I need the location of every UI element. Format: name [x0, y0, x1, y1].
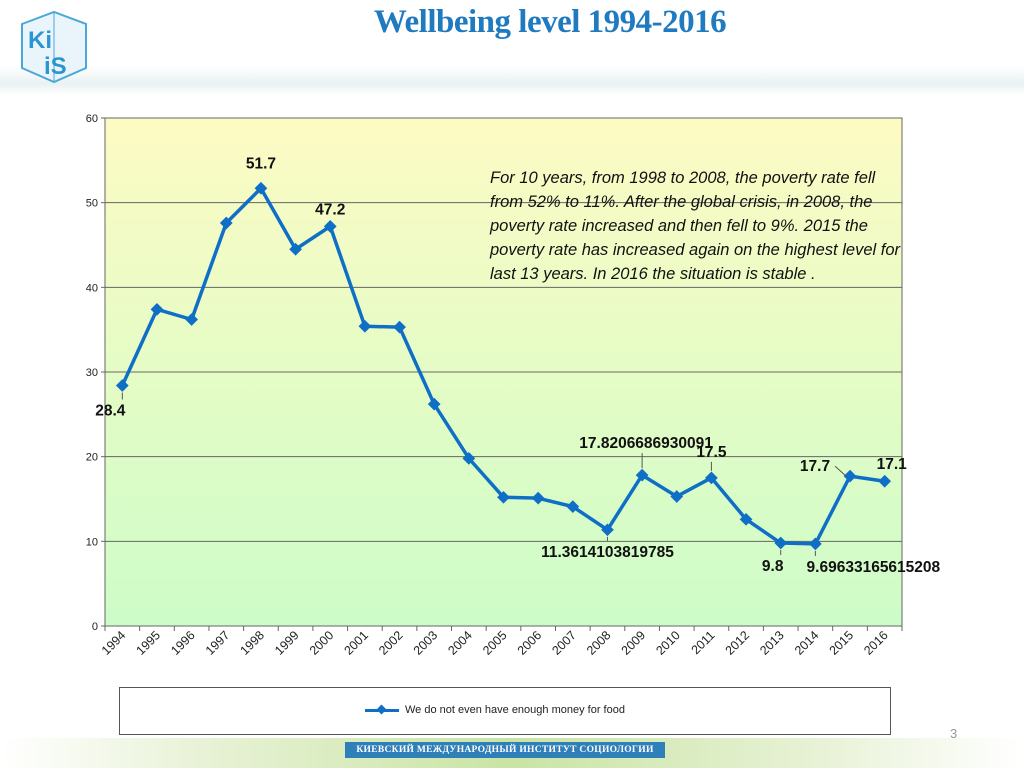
y-tick-label: 10: [86, 536, 98, 548]
data-point: [219, 216, 233, 230]
data-label: 47.2: [315, 201, 345, 218]
svg-text:iS: iS: [44, 53, 67, 80]
data-point: [185, 313, 198, 326]
y-tick-label: 20: [86, 452, 98, 464]
data-label: 17.7: [800, 458, 830, 475]
y-tick-label: 30: [86, 367, 98, 379]
x-tick-label: 2014: [792, 628, 822, 658]
x-tick-label: 2012: [723, 628, 753, 658]
x-tick-label: 2000: [307, 628, 337, 658]
kiis-logo: Ki iS: [21, 10, 87, 84]
x-tick-label: 1995: [134, 628, 164, 658]
x-tick-label: 2008: [584, 628, 614, 658]
data-label: 17.1: [877, 456, 908, 473]
data-point: [115, 379, 129, 392]
x-tick-label: 1994: [99, 628, 129, 658]
page-title: Wellbeing level 1994-2016: [373, 4, 727, 40]
page-number: 3: [950, 726, 958, 741]
legend: We do not even have enough money for foo…: [119, 687, 891, 735]
x-tick-label: 1996: [168, 628, 198, 658]
x-tick-label: 2010: [653, 628, 683, 658]
data-point: [150, 302, 164, 316]
y-tick-label: 0: [92, 621, 98, 633]
data-label: 17.5: [696, 444, 727, 461]
x-tick-label: 2003: [411, 628, 441, 658]
data-point: [497, 490, 510, 504]
x-tick-label: 2007: [549, 628, 579, 658]
data-point: [427, 397, 441, 411]
data-label: 28.4: [95, 403, 126, 420]
data-label: 9.8: [762, 558, 784, 575]
x-tick-label: 1999: [272, 628, 302, 658]
data-point: [393, 320, 406, 334]
x-tick-label: 2013: [757, 628, 787, 658]
y-tick-label: 60: [86, 113, 98, 125]
data-point: [254, 181, 268, 195]
x-tick-label: 2011: [689, 628, 718, 657]
data-label: 17.8206686930091: [579, 435, 713, 452]
x-tick-label: 2006: [515, 628, 545, 658]
data-label: 51.7: [246, 155, 276, 172]
data-label: 9.69633165615208: [807, 559, 941, 576]
x-tick-label: 2015: [827, 628, 857, 658]
header-band: [0, 0, 1024, 95]
x-tick-label: 1997: [203, 628, 233, 658]
x-tick-label: 2001: [341, 628, 371, 658]
data-point: [462, 451, 476, 465]
y-tick-label: 40: [86, 282, 98, 294]
legend-swatch: [365, 704, 399, 716]
x-tick-label: 2004: [445, 628, 475, 658]
data-point: [358, 319, 372, 333]
y-tick-label: 50: [86, 198, 98, 210]
data-point: [323, 220, 337, 233]
x-tick-label: 2009: [619, 628, 649, 658]
leader-line: [834, 465, 847, 477]
x-tick-label: 1998: [237, 628, 267, 658]
footer-institute-name: КИЕВСКИЙ МЕЖДУНАРОДНЫЙ ИНСТИТУТ СОЦИОЛОГ…: [345, 742, 665, 758]
svg-text:Ki: Ki: [28, 27, 52, 54]
annotation-text: For 10 years, from 1998 to 2008, the pov…: [490, 169, 901, 283]
legend-label: We do not even have enough money for foo…: [405, 704, 625, 716]
x-tick-label: 2016: [861, 628, 891, 658]
x-tick-label: 2005: [480, 628, 510, 658]
data-point: [289, 242, 302, 256]
x-tick-label: 2002: [376, 628, 406, 658]
data-label: 11.3614103819785: [541, 544, 674, 561]
